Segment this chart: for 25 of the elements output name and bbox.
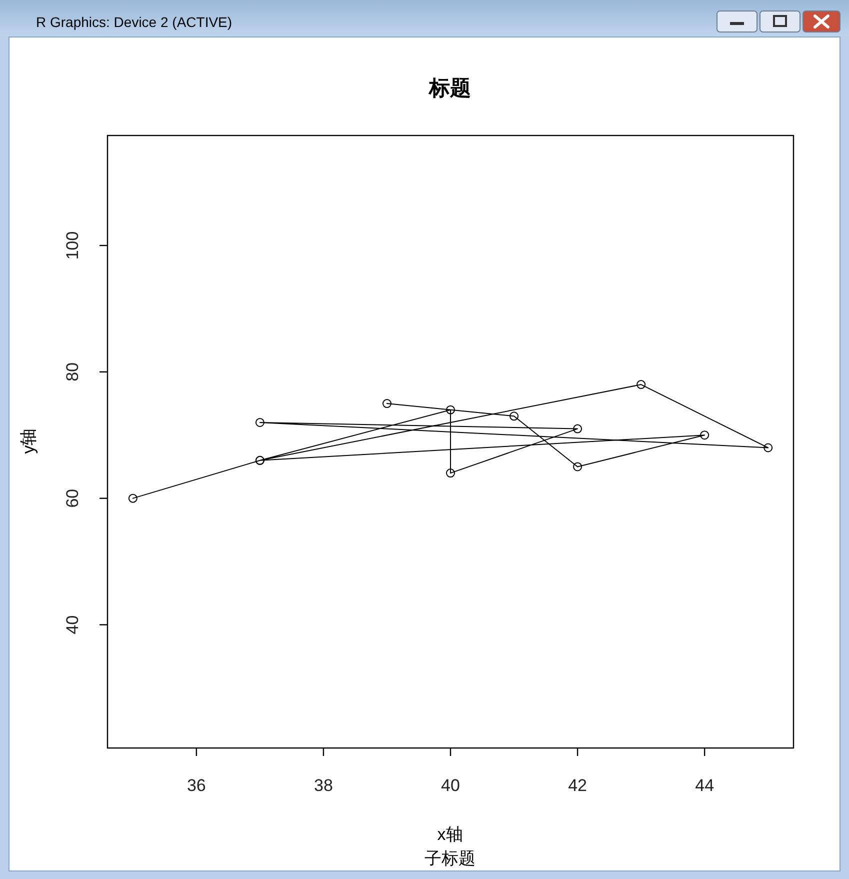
point	[446, 468, 455, 478]
y-tick-label: 60	[63, 488, 82, 508]
y-tick-label: 40	[63, 615, 82, 634]
point	[510, 412, 519, 421]
point	[573, 424, 582, 434]
text: 子标题	[424, 849, 476, 868]
x-axis-title: x轴	[437, 825, 463, 844]
x-tick-label: 38	[314, 776, 333, 795]
chart-title: 标题	[428, 77, 471, 100]
point	[382, 399, 392, 408]
x-tick-label: 36	[186, 776, 206, 795]
text: R Graphics: Device 2 (ACTIVE)	[36, 14, 232, 30]
x-tick-label: 42	[568, 776, 587, 795]
y-tick-label: 80	[63, 362, 82, 382]
point	[700, 430, 710, 440]
point	[128, 494, 138, 503]
point	[764, 443, 773, 452]
point	[446, 405, 455, 414]
x-tick-label: 40	[441, 776, 460, 795]
x-tick-label: 44	[695, 776, 714, 795]
y-axis-title: y轴	[19, 428, 38, 454]
point	[255, 418, 264, 427]
point	[573, 462, 582, 472]
point	[636, 380, 646, 390]
y-tick-label: 100	[63, 231, 82, 260]
